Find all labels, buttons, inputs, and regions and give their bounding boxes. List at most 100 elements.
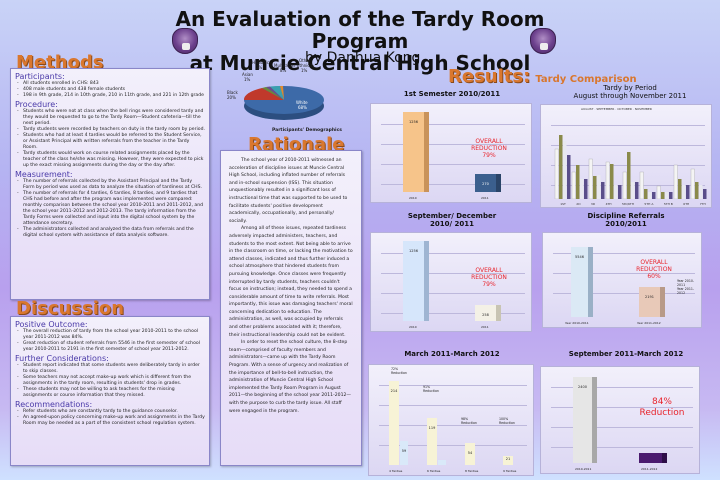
- svg-text:20%: 20%: [227, 95, 236, 100]
- bar-2010: 1256: [403, 241, 429, 321]
- pie-graphic: Black 20% Asian 1% Hispanic 2% Multiraci…: [227, 58, 324, 120]
- list-item: All students enrolled in CHS: 843: [15, 81, 205, 87]
- results-heading-row: Results: Tardy Comparison: [448, 66, 637, 87]
- chart5-title: March 2011-March 2012: [404, 350, 500, 358]
- pie-caption: Participants' Demographics: [272, 128, 342, 133]
- title-line-1: An Evaluation of the Tardy Room Program: [175, 7, 545, 53]
- bar-2010-2011: 2400: [573, 377, 597, 463]
- x-label: 2011: [481, 325, 489, 329]
- x-label: 2D: [576, 202, 581, 206]
- svg-text:Other: Other: [299, 58, 311, 63]
- chart3-sep-dec: 1256 258 2010 2011 OVERALL REDUCTION 79%: [370, 232, 532, 332]
- author: by Danhua Kong: [305, 50, 421, 66]
- methods-panel: Participants: All students enrolled in C…: [10, 68, 210, 300]
- bar-4-tardies-2011: 214: [389, 381, 399, 465]
- chart6-title: September 2011-March 2012: [568, 350, 684, 358]
- list-item: Student report indicated that some stude…: [15, 363, 205, 375]
- reduction-note: 91% Reduction: [423, 385, 439, 393]
- list-item: Students who were not at class when the …: [15, 109, 205, 127]
- further-list: Student report indicated that some stude…: [15, 363, 205, 399]
- legend-item: Year 2011-2012: [677, 287, 695, 295]
- svg-text:1%: 1%: [301, 68, 308, 73]
- positive-heading: Positive Outcome:: [15, 320, 88, 329]
- grouped-bars: [554, 135, 707, 199]
- chart2-tardy-by-period: AUGUST · SEPTEMBER · OCTOBER · NOVEMBER …: [540, 104, 712, 208]
- x-label: 1ST: [560, 202, 566, 206]
- x-label: 4 Tardies: [389, 469, 403, 473]
- list-item: Tardy students were recorded by teachers…: [15, 127, 205, 133]
- reduction-note: 98% Reduction: [461, 417, 477, 425]
- chart1-title: 1st Semester 2010/2011: [403, 90, 501, 98]
- reduction-note: 100% Reduction: [499, 417, 515, 425]
- recommend-list: Refer students who are constantly tardy …: [15, 409, 205, 427]
- reduction-note: OVERALL REDUCTION 79%: [471, 138, 507, 159]
- x-label: 4TH: [605, 202, 612, 206]
- chart2-title: Tardy by Period August through November …: [540, 84, 720, 100]
- x-label: 5th/6TH: [621, 202, 634, 206]
- participants-heading: Participants:: [15, 72, 65, 81]
- chart2-title-line1: Tardy by Period: [603, 84, 657, 92]
- chart4-discipline-referrals: 5546 2191 Year 2010-2011 Year 2011-2012 …: [542, 232, 702, 328]
- list-item: The number of referrals for 4 tardies, 6…: [15, 191, 205, 227]
- reduction-note: 72% Reduction: [391, 367, 407, 375]
- list-item: Some teachers may not accept make-up wor…: [15, 375, 205, 387]
- measurement-heading: Measurement:: [15, 170, 73, 179]
- svg-text:2%: 2%: [256, 65, 263, 70]
- list-item: Refer students who are constantly tardy …: [15, 409, 205, 415]
- x-label: 2010: [409, 325, 417, 329]
- list-item: These students may not be willing to ask…: [15, 387, 205, 399]
- svg-text:Black: Black: [227, 90, 239, 95]
- chart3-title: September/ December 2010/ 2011: [372, 212, 532, 228]
- list-item: The number of referrals collected by the…: [15, 179, 205, 191]
- chart2-x-axis: 1ST 2D 3D 4TH 5th/6TH 5TH A 5TH B 6TH 7TH: [555, 202, 711, 206]
- x-label: 2011-2012: [641, 467, 658, 471]
- bar-2011-2012: [639, 453, 667, 463]
- chart3-title-line1: September/ December: [407, 212, 497, 220]
- list-item: 408 male students and 438 female student…: [15, 87, 205, 93]
- list-item: Tardy students would work on course rela…: [15, 151, 205, 169]
- rationale-para-2: Among all of these issues, repeated tard…: [229, 226, 353, 338]
- procedure-heading: Procedure:: [15, 100, 58, 109]
- bar-6-tardies-2011: 119: [427, 418, 437, 465]
- x-label: 9 Tardies: [503, 469, 517, 473]
- bar-6-tardies-2012: [438, 460, 446, 465]
- x-label: 7TH: [699, 202, 706, 206]
- rationale-heading: Rationale: [248, 134, 345, 155]
- recommend-heading: Recommendations:: [15, 400, 93, 409]
- reduction-note: 84% Reduction: [639, 397, 685, 418]
- list-item: Students who had at least 4 tardies woul…: [15, 133, 205, 151]
- x-label: 2011: [481, 196, 489, 200]
- bar-8-tardies-2011: 54: [465, 443, 475, 465]
- svg-text:1%: 1%: [244, 77, 251, 82]
- discussion-panel: Positive Outcome: The overall reduction …: [10, 316, 210, 466]
- procedure-list: Students who were not at class when the …: [15, 109, 205, 169]
- poster-title: An Evaluation of the Tardy Room Program …: [150, 8, 570, 74]
- measurement-list: The number of referrals collected by the…: [15, 179, 205, 239]
- list-item: The overall reduction of tardy from the …: [15, 329, 205, 341]
- list-item: The administrators collected and analyze…: [15, 227, 205, 239]
- results-heading: Results:: [448, 66, 531, 87]
- mascot-logo-left: [172, 28, 198, 54]
- svg-text:68%: 68%: [298, 105, 307, 110]
- rationale-para-3: In order to reset the school culture, th…: [229, 340, 352, 414]
- x-label: 5TH B: [663, 202, 673, 206]
- bar-4-tardies-2012: 59: [400, 441, 408, 465]
- x-label: 6TH: [683, 202, 690, 206]
- chart5-march-march: 214 59 119 54 21 72% Reduction 91% Reduc…: [368, 364, 534, 476]
- bar-2010-2011: 5546: [571, 247, 593, 317]
- legend-item: Year 2010-2011: [677, 279, 695, 287]
- title-line-2: at Muncie Central High School: [189, 51, 531, 75]
- discussion-heading: Discussion: [16, 298, 125, 319]
- results-subheading: Tardy Comparison: [535, 74, 637, 85]
- x-label: 2010-2011: [575, 467, 592, 471]
- further-heading: Further Considerations:: [15, 354, 109, 363]
- chart4-title-line2: 2010/2011: [605, 220, 647, 228]
- bar-2011: 270: [475, 174, 501, 192]
- bar-2010: 1256: [403, 112, 429, 192]
- bar-2011: 258: [475, 305, 501, 321]
- reduction-note: OVERALL REDUCTION 60%: [636, 259, 672, 280]
- chart4-title-line1: Discipline Referrals: [587, 212, 665, 220]
- list-item: Great reduction of student referrals fro…: [15, 341, 205, 353]
- chart1-semester: 1256 270 2010 2011 OVERALL REDUCTION 79%: [370, 103, 532, 203]
- svg-text:Hispanic: Hispanic: [252, 60, 269, 65]
